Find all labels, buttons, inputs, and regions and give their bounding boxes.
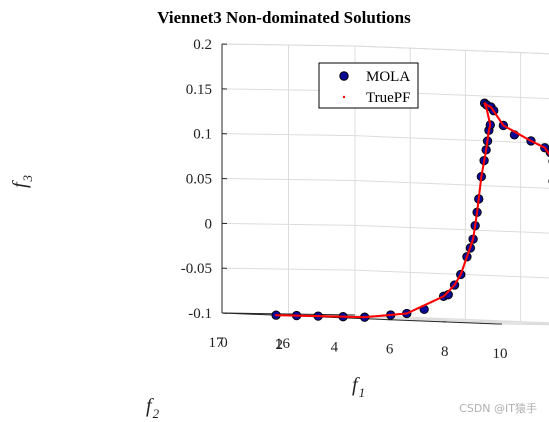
box-edge: [221, 43, 356, 47]
z-tick-label: 0.15: [186, 82, 212, 98]
x-axis-label: f1: [352, 374, 365, 400]
y-tick-label: 17: [209, 335, 225, 351]
grid-line-z-back: [354, 224, 549, 234]
legend-marker-mola: [339, 71, 349, 81]
z-tick-label: -0.05: [181, 261, 212, 277]
legend-marker-truepf: [342, 95, 346, 99]
grid-line-z-left: [221, 178, 356, 181]
chart-title: Viennet3 Non-dominated Solutions: [157, 8, 411, 27]
z-axis-label: f3: [9, 174, 35, 188]
grid-line-z-back: [354, 269, 549, 279]
x-tick-label: 2: [275, 337, 283, 353]
x-tick-label: 10: [493, 346, 508, 362]
grid-line-z-left: [221, 133, 356, 137]
z-tick-label: -0.1: [188, 306, 212, 322]
grid-line-z-left: [221, 267, 356, 271]
legend: MOLA TruePF: [318, 62, 419, 109]
x-tick-label: 0: [220, 335, 228, 351]
z-tick-label: 0: [205, 216, 213, 232]
legend-label-mola: MOLA: [366, 69, 410, 85]
grid-line-z-back: [354, 314, 549, 324]
y-tick-label: 16: [275, 336, 291, 352]
grid-line-z-left: [221, 222, 356, 226]
x-axis-line: [221, 312, 499, 325]
legend-label-truepf: TruePF: [366, 90, 410, 106]
grid-line-z-back: [354, 180, 549, 189]
grid-line-z-back: [354, 135, 549, 144]
x-tick-label: 8: [441, 344, 449, 360]
z-tick-label: 0.2: [193, 37, 212, 53]
watermark: CSDN @IT猿手: [459, 402, 537, 415]
grid-line-x-floor: [497, 323, 549, 326]
legend-box: [318, 62, 419, 109]
x-tick-label: 6: [386, 342, 394, 358]
y-axis-label: f2: [146, 395, 160, 421]
z-tick-label: 0.1: [193, 127, 212, 143]
z-tick-label: 0.05: [186, 172, 212, 188]
x-tick-label: 4: [331, 339, 339, 355]
box-edge: [354, 45, 549, 55]
